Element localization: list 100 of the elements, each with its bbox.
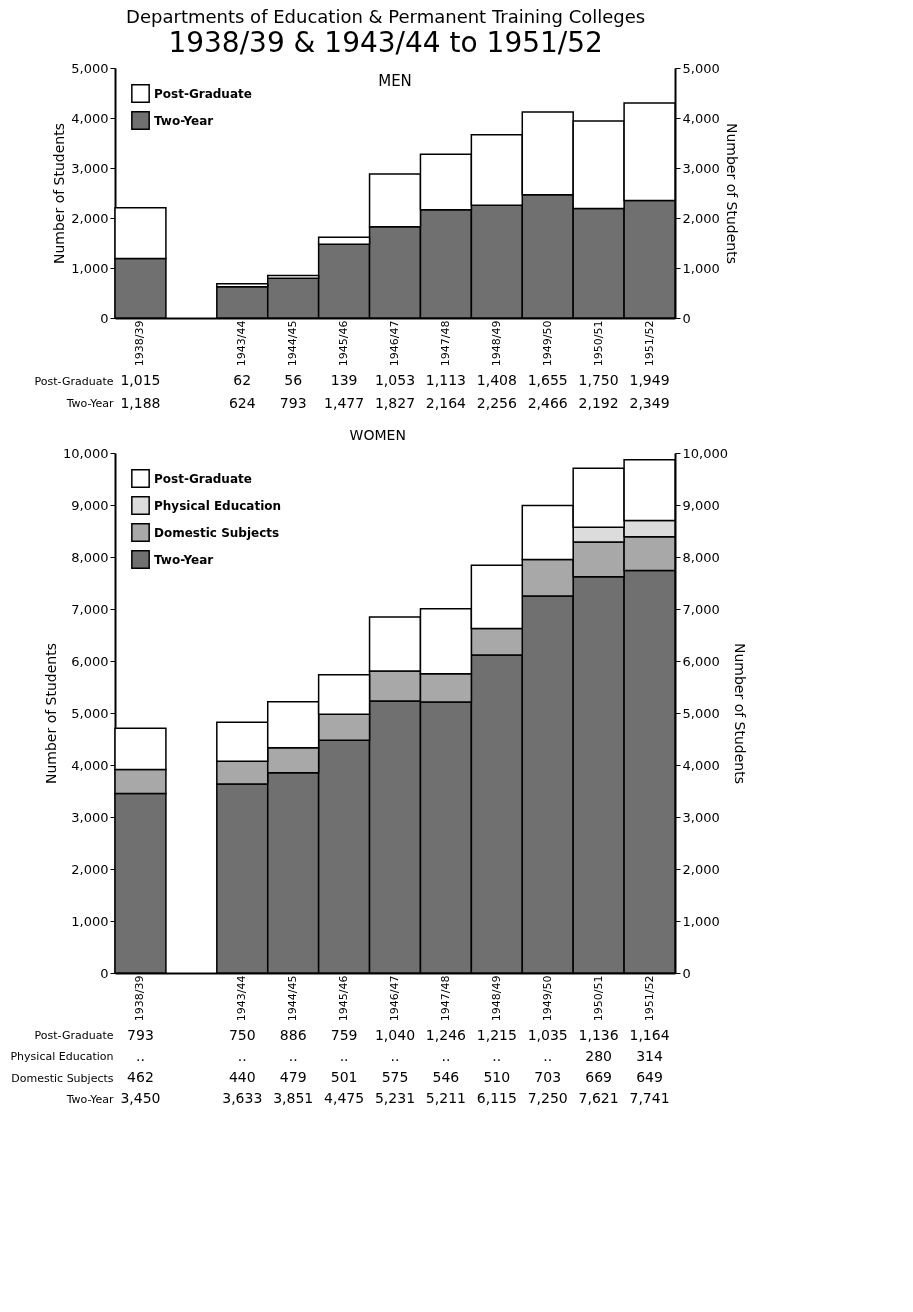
y2-axis-title: Number of Students [723,122,740,265]
data-label: 479 [279,1069,307,1086]
y-tick-label: 1,000 [71,913,109,929]
data-label: 1,477 [324,394,365,411]
text: .. [237,1047,247,1064]
data-label: 546 [432,1069,460,1086]
data-label: 5,211 [425,1090,466,1107]
data-label: 510 [483,1069,511,1086]
x-tick-label: 1951/52 [642,320,656,367]
y-tick-label: 2,000 [71,210,109,226]
y-tick-label: 0 [100,310,109,326]
data-label: 4,475 [324,1090,365,1107]
data-label: 314 [636,1047,663,1064]
data-label: 1,040 [374,1026,416,1043]
data-label: 3,633 [222,1090,263,1107]
x-tick-label: 1945/46 [337,975,351,1022]
x-tick-label: 1949/50 [540,975,554,1022]
legend-label: Post-Graduate [154,471,252,486]
y-tick-label: 5,000 [71,705,109,721]
legend-label: Two-Year [154,552,214,567]
data-label: 1,015 [120,372,161,389]
y-tick-label: 2,000 [71,861,109,877]
data-label: 649 [636,1069,663,1086]
y2-tick-label: 6,000 [682,653,720,669]
y-tick-label: 1,000 [71,260,109,276]
data-label: 750 [228,1026,256,1043]
y2-axis-title: Number of Students [731,642,748,785]
data-label: 139 [330,372,358,389]
legend-label: Two-Year [154,113,214,128]
legend-label: Domestic Subjects [154,525,280,540]
x-tick-label: 1943/44 [235,320,249,367]
data-label: 7,250 [527,1090,568,1107]
legend-label: Physical Education [154,498,282,513]
data-label: 1,655 [527,372,568,389]
text: .. [492,1047,502,1064]
chart-title: Departments of Education & Permanent Training Colleges [126,6,646,27]
y-axis-title: Number of Students [51,122,68,265]
y-tick-label: 8,000 [71,549,109,565]
text: Physical Education [10,1050,114,1064]
y2-tick-label: 8,000 [682,549,720,565]
y2-tick-label: 0 [682,310,691,326]
x-tick-label: 1950/51 [591,320,605,367]
x-tick-label: 1951/52 [642,975,656,1022]
y2-tick-label: 2,000 [682,210,720,226]
y-tick-label: 6,000 [71,653,109,669]
y2-tick-label: 1,000 [682,913,720,929]
text: .. [543,1047,553,1064]
y2-tick-label: 0 [682,965,691,981]
legend-label: Post-Graduate [154,86,252,101]
y2-tick-label: 1,000 [682,260,720,276]
y-tick-label: 5,000 [71,60,109,76]
data-label: 280 [585,1047,612,1064]
data-label: 440 [228,1069,256,1086]
y2-tick-label: 4,000 [682,110,720,126]
data-label: 624 [228,394,256,411]
y2-tick-label: 9,000 [682,497,720,513]
x-tick-label: 1948/49 [489,320,503,367]
data-label: 759 [330,1026,358,1043]
y-tick-label: 7,000 [71,601,109,617]
data-label: 2,466 [527,394,568,411]
data-label: 2,349 [629,394,670,411]
x-tick-label: 1948/49 [489,975,503,1022]
data-label: 2,192 [578,394,619,411]
data-label: 7,741 [629,1090,670,1107]
x-tick-label: 1943/44 [235,975,249,1022]
data-label: 703 [534,1069,562,1086]
data-label: 6,115 [476,1090,517,1107]
data-label: 1,188 [120,394,161,411]
y2-tick-label: 5,000 [682,705,720,721]
annotation: MEN [378,72,412,90]
chart-title: WOMEN [349,427,406,443]
data-label: 1,164 [629,1026,670,1043]
x-tick-label: 1950/51 [591,975,605,1022]
data-label: 1,827 [374,394,416,411]
x-tick-label: 1947/48 [438,320,452,367]
text: .. [136,1047,145,1064]
text: .. [390,1047,400,1064]
data-label: 2,256 [476,394,517,411]
x-tick-label: 1945/46 [337,320,351,367]
x-tick-label: 1947/48 [438,975,452,1022]
x-tick-label: 1938/39 [133,975,147,1022]
y2-tick-label: 3,000 [682,809,720,825]
data-label: 56 [284,372,303,389]
data-label: 1,113 [425,372,466,389]
data-label: 1,035 [527,1026,568,1043]
y2-tick-label: 3,000 [682,160,720,176]
data-label: 3,851 [273,1090,314,1107]
data-label: 1,949 [629,372,670,389]
text: Post-Graduate [34,374,114,388]
y-tick-label: 3,000 [71,160,109,176]
chart-subtitle: 1938/39 & 1943/44 to 1951/52 [168,26,603,59]
data-label: 501 [330,1069,358,1086]
data-label: 3,450 [120,1090,161,1107]
data-label: 1,053 [374,372,416,389]
data-label: 5,231 [374,1090,416,1107]
data-label: 575 [381,1069,409,1086]
data-label: 793 [279,394,307,411]
y-axis-title: Number of Students [43,642,60,785]
data-label: 1,750 [578,372,619,389]
text: Post-Graduate [34,1029,114,1043]
